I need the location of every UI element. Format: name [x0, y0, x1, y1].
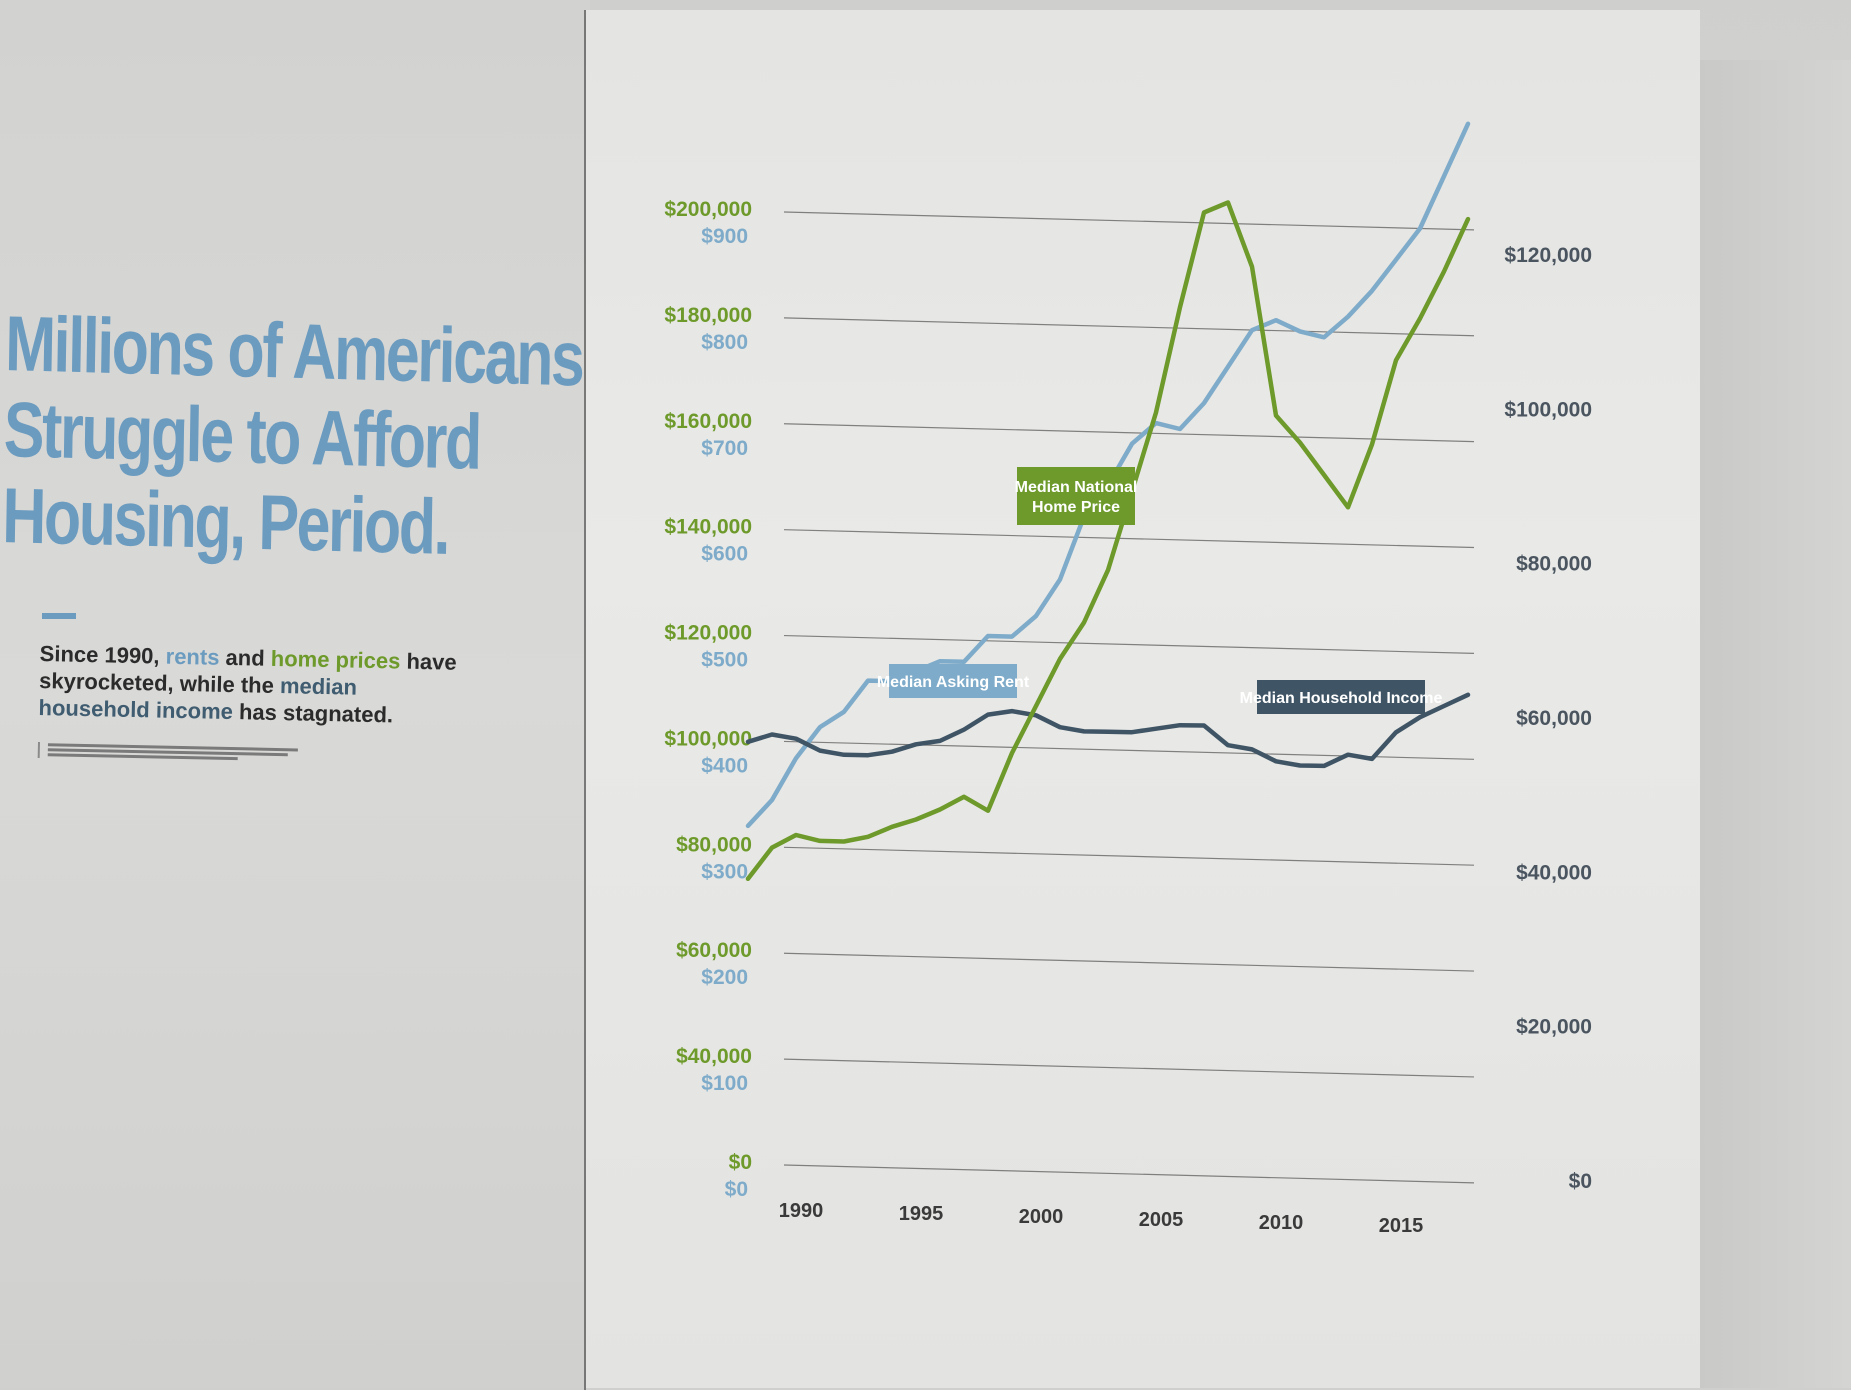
y-axis-home-price-tick: $0 — [729, 1151, 752, 1174]
gridline — [783, 1058, 1475, 1078]
chart-panel — [586, 10, 1700, 1388]
gridline — [783, 211, 1475, 231]
y-axis-home-price-tick: $200,000 — [664, 198, 752, 221]
y-axis-home-price-tick: $40,000 — [676, 1045, 752, 1068]
accent-bar — [42, 613, 76, 619]
y-axis-rent-tick: $300 — [701, 860, 748, 883]
y-axis-rent-tick: $100 — [701, 1072, 748, 1095]
y-axis-income-tick: $100,000 — [1504, 398, 1592, 421]
x-axis-tick: 1990 — [779, 1200, 824, 1222]
series-label-home-price: Median National — [1015, 479, 1138, 496]
gridline — [783, 529, 1475, 549]
gridline — [783, 423, 1475, 443]
y-axis-rent-tick: $500 — [701, 649, 748, 672]
x-axis-tick: 2015 — [1379, 1215, 1424, 1237]
y-axis-home-price-tick: $80,000 — [676, 833, 752, 856]
gridline — [783, 317, 1475, 337]
gridline — [783, 846, 1475, 866]
gridline — [783, 1164, 1475, 1184]
series-label-rent: Median Asking Rent — [877, 674, 1030, 691]
y-axis-income-tick: $80,000 — [1516, 553, 1592, 576]
y-axis-rent-tick: $0 — [725, 1178, 748, 1201]
x-axis-tick: 2005 — [1139, 1209, 1184, 1231]
x-axis-tick: 2000 — [1019, 1206, 1064, 1228]
series-label-home-price: Home Price — [1032, 499, 1120, 516]
series-line-income — [745, 692, 1471, 769]
panel-divider — [584, 10, 586, 1390]
y-axis-home-price-tick: $140,000 — [664, 516, 752, 539]
series-line-home-price — [745, 200, 1471, 882]
panel-shadow — [1700, 60, 1851, 1388]
y-axis-home-price-tick: $180,000 — [664, 304, 752, 327]
y-axis-income-tick: $40,000 — [1516, 861, 1592, 884]
x-axis-tick: 1995 — [899, 1203, 944, 1225]
y-axis-income-tick: $0 — [1569, 1170, 1592, 1193]
gridline — [783, 634, 1475, 655]
y-axis-home-price-tick: $60,000 — [676, 939, 752, 962]
series-label-box-home-price — [1017, 467, 1135, 525]
y-axis-income-tick: $60,000 — [1516, 707, 1592, 730]
y-axis-rent-tick: $700 — [701, 437, 748, 460]
series-label-box-income — [1257, 680, 1425, 714]
y-axis-home-price-tick: $160,000 — [664, 410, 752, 433]
y-axis-home-price-tick: $100,000 — [664, 727, 752, 750]
y-axis-rent-tick: $600 — [701, 543, 748, 566]
series-label-income: Median Household Income — [1240, 690, 1443, 707]
y-axis-rent-tick: $900 — [701, 225, 748, 248]
wall-left — [0, 0, 590, 1388]
y-axis-income-tick: $20,000 — [1516, 1016, 1592, 1039]
y-axis-rent-tick: $200 — [701, 966, 748, 989]
y-axis-home-price-tick: $120,000 — [664, 622, 752, 645]
series-label-box-rent — [889, 664, 1017, 698]
x-axis-tick: 2010 — [1259, 1212, 1304, 1234]
y-axis-rent-tick: $400 — [701, 754, 748, 777]
y-axis-income-tick: $120,000 — [1504, 244, 1592, 267]
gridline — [783, 952, 1475, 972]
y-axis-rent-tick: $800 — [701, 331, 748, 354]
